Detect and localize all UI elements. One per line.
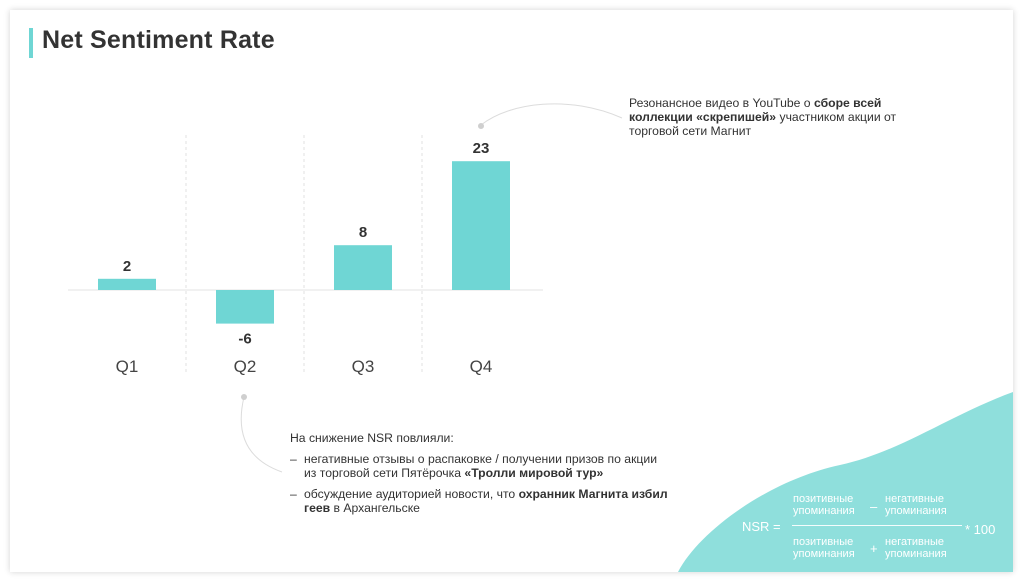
bar-q3 (334, 245, 392, 290)
category-separators (185, 135, 423, 374)
page-title: Net Sentiment Rate (42, 26, 275, 54)
annotation-q2: На снижение NSR повлияли: негативные отз… (290, 431, 670, 522)
bar-q2 (216, 290, 274, 324)
list-item: обсуждение аудиторией новости, что охран… (290, 487, 670, 515)
data-label-q2: -6 (238, 331, 251, 348)
title-accent-bar (29, 28, 33, 58)
category-label-q1: Q1 (116, 357, 139, 376)
category-labels: Q1 Q2 Q3 Q4 (116, 357, 493, 376)
category-label-q3: Q3 (352, 357, 375, 376)
data-labels: 2 -6 8 23 (123, 140, 490, 347)
annotation-list: негативные отзывы о распаковке / получен… (290, 452, 670, 515)
bar-q4 (452, 161, 510, 290)
bar-chart: 2 -6 8 23 Q1 Q2 Q3 Q4 (68, 103, 623, 473)
bars (98, 161, 510, 324)
data-label-q3: 8 (359, 224, 367, 241)
callout-q2-connector (240, 394, 283, 473)
list-item: негативные отзывы о распаковке / получен… (290, 452, 670, 480)
data-label-q1: 2 (123, 258, 131, 275)
callout-q4-connector (478, 103, 623, 129)
annotation-q4: Резонансное видео в YouTube о сборе всей… (629, 96, 897, 138)
bar-q1 (98, 278, 156, 290)
annotation-intro: На снижение NSR повлияли: (290, 431, 454, 445)
decorative-wave (678, 392, 1013, 572)
slide: Net Sentiment Rate 2 -6 8 23 Q1 Q2 Q3 Q4 Резон… (10, 10, 1013, 572)
category-label-q4: Q4 (470, 357, 493, 376)
data-label-q4: 23 (473, 140, 490, 157)
category-label-q2: Q2 (234, 357, 257, 376)
